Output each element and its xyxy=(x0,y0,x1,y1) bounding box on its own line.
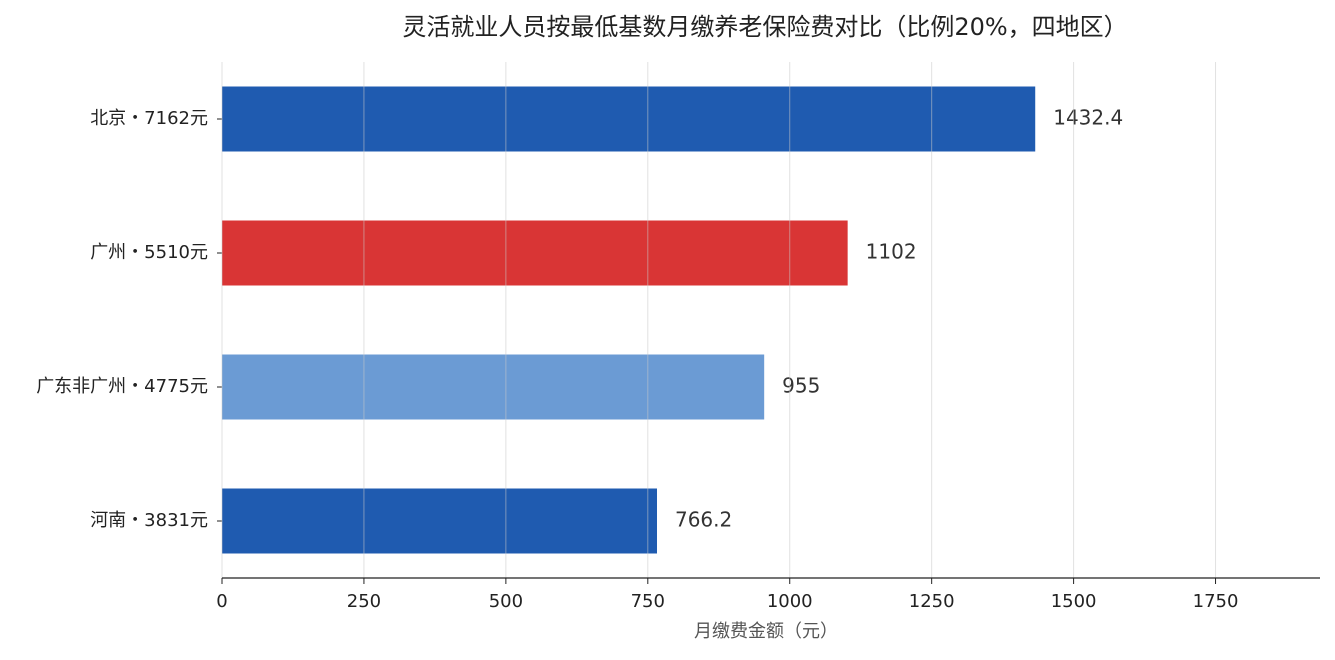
value-label: 1432.4 xyxy=(1053,106,1123,130)
x-tick-label: 750 xyxy=(631,591,665,612)
bar xyxy=(222,354,765,420)
bar xyxy=(222,220,848,286)
x-axis-label: 月缴费金额（元） xyxy=(694,621,838,642)
y-tick-label: 广州・5510元 xyxy=(90,242,208,263)
x-tick-label: 250 xyxy=(347,591,381,612)
value-label: 1102 xyxy=(866,240,917,264)
x-tick-label: 1750 xyxy=(1193,591,1239,612)
value-label: 955 xyxy=(782,374,820,398)
value-label: 766.2 xyxy=(675,508,732,532)
x-tick-label: 1250 xyxy=(909,591,955,612)
x-tick-label: 1000 xyxy=(767,591,813,612)
y-tick-label: 北京・7162元 xyxy=(90,108,208,129)
x-tick-label: 1500 xyxy=(1051,591,1097,612)
bar xyxy=(222,488,657,554)
y-tick-label: 河南・3831元 xyxy=(90,510,208,531)
x-tick-label: 0 xyxy=(216,591,227,612)
chart-title: 灵活就业人员按最低基数月缴养老保险费对比（比例20%，四地区） xyxy=(402,13,1127,41)
x-tick-label: 500 xyxy=(489,591,523,612)
y-tick-label: 广东非广州・4775元 xyxy=(36,376,208,397)
bar xyxy=(222,86,1036,152)
